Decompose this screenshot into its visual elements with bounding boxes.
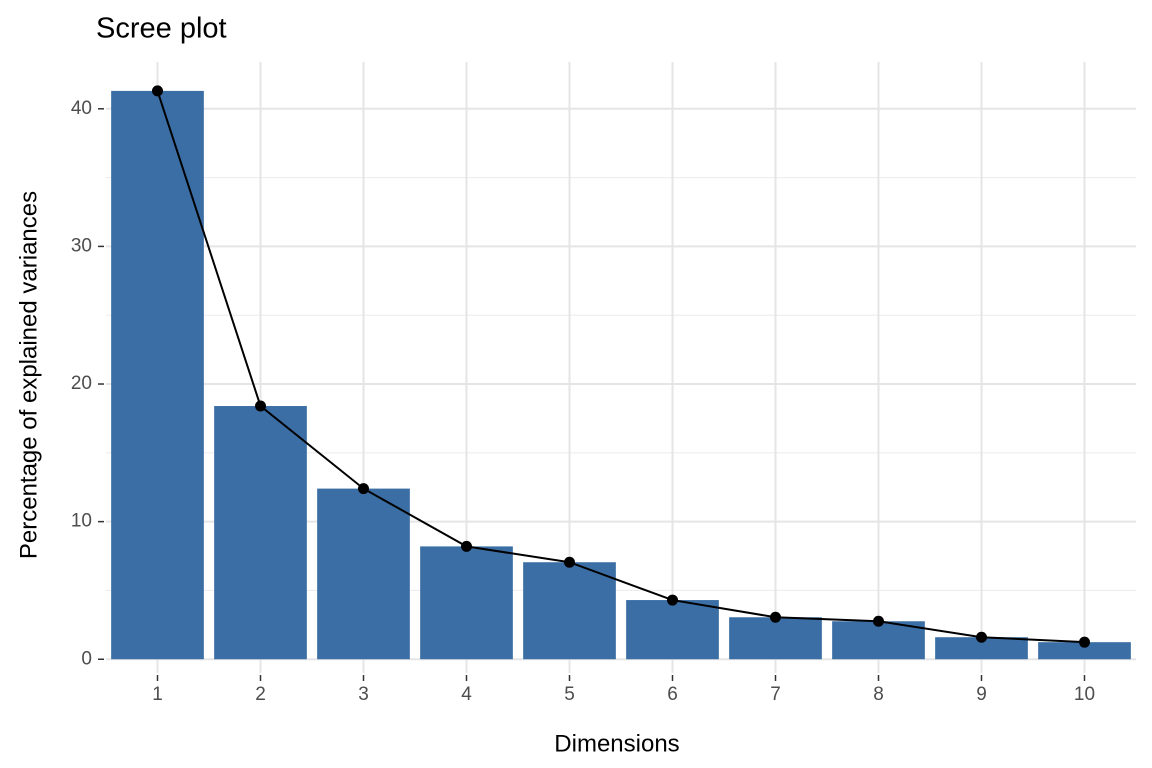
point bbox=[461, 540, 472, 552]
chart-title: Scree plot bbox=[96, 13, 227, 45]
bar bbox=[935, 637, 1028, 660]
y-tick-label: 20 bbox=[71, 373, 92, 394]
point bbox=[976, 631, 987, 643]
bar bbox=[317, 488, 410, 660]
bar bbox=[832, 621, 925, 660]
x-tick-label: 1 bbox=[152, 684, 163, 705]
bar bbox=[523, 562, 616, 660]
x-tick-label: 9 bbox=[976, 684, 987, 705]
point bbox=[152, 85, 163, 97]
point bbox=[1079, 636, 1090, 648]
x-tick-label: 3 bbox=[358, 684, 369, 705]
point bbox=[358, 483, 369, 495]
point bbox=[255, 400, 266, 412]
bar bbox=[214, 406, 307, 660]
x-tick-label: 4 bbox=[461, 684, 472, 705]
y-axis-label: Percentage of explained variances bbox=[15, 191, 42, 559]
point bbox=[873, 615, 884, 627]
bar bbox=[1038, 642, 1131, 660]
x-tick-label: 6 bbox=[667, 684, 678, 705]
bar bbox=[111, 90, 204, 660]
x-tick-label: 7 bbox=[770, 684, 781, 705]
bar bbox=[626, 600, 719, 660]
y-tick-label: 10 bbox=[71, 511, 92, 532]
x-tick-label: 2 bbox=[255, 684, 266, 705]
y-tick-label: 0 bbox=[81, 648, 92, 669]
bar bbox=[729, 617, 822, 660]
point bbox=[770, 611, 781, 623]
point bbox=[667, 594, 678, 606]
bar bbox=[420, 546, 513, 660]
point bbox=[564, 556, 575, 568]
x-tick-label: 5 bbox=[564, 684, 575, 705]
y-tick-label: 30 bbox=[71, 235, 92, 256]
line bbox=[156, 90, 1085, 644]
x-tick-label: 8 bbox=[873, 684, 884, 705]
y-tick-label: 40 bbox=[71, 98, 92, 119]
x-axis-label: Dimensions bbox=[554, 730, 679, 757]
x-tick-label: 10 bbox=[1074, 684, 1095, 705]
